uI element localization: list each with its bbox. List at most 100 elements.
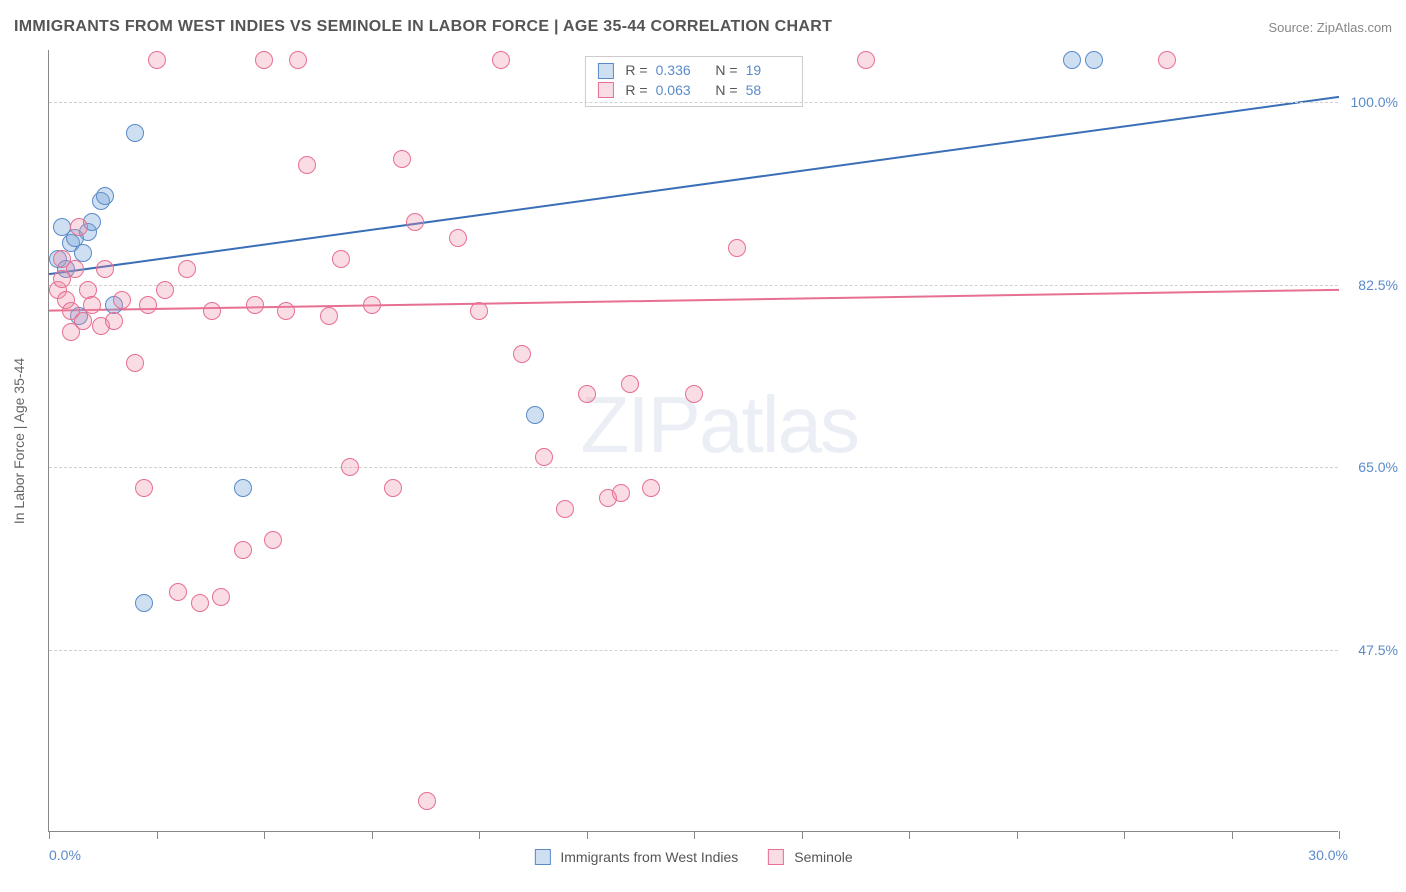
legend-label: Immigrants from West Indies (560, 849, 738, 865)
scatter-point (135, 479, 153, 497)
scatter-point (332, 250, 350, 268)
scatter-point (126, 124, 144, 142)
x-tick (802, 831, 803, 839)
scatter-point (685, 385, 703, 403)
x-tick (1232, 831, 1233, 839)
x-tick (49, 831, 50, 839)
scatter-point (513, 345, 531, 363)
scatter-point (135, 594, 153, 612)
chart-title: IMMIGRANTS FROM WEST INDIES VS SEMINOLE … (14, 18, 832, 36)
scatter-point (105, 312, 123, 330)
stat-r-value: 0.336 (656, 61, 700, 81)
scatter-point (212, 588, 230, 606)
scatter-point (139, 296, 157, 314)
y-tick-label: 100.0% (1343, 94, 1398, 110)
scatter-point (1085, 51, 1103, 69)
x-min-label: 0.0% (49, 847, 81, 863)
x-max-label: 30.0% (1308, 847, 1348, 863)
scatter-point (246, 296, 264, 314)
scatter-point (535, 448, 553, 466)
scatter-point (384, 479, 402, 497)
stat-r-value: 0.063 (656, 81, 700, 101)
stats-row: R = 0.063 N = 58 (597, 81, 789, 101)
scatter-point (341, 458, 359, 476)
scatter-point (83, 296, 101, 314)
scatter-point (264, 531, 282, 549)
scatter-point (126, 354, 144, 372)
scatter-point (556, 500, 574, 518)
x-tick (587, 831, 588, 839)
x-tick (694, 831, 695, 839)
y-tick-label: 47.5% (1343, 642, 1398, 658)
scatter-point (393, 150, 411, 168)
y-axis-label: In Labor Force | Age 35-44 (11, 357, 27, 523)
chart-source: Source: ZipAtlas.com (1268, 20, 1392, 35)
scatter-point (470, 302, 488, 320)
stat-n-value: 19 (746, 61, 790, 81)
trend-lines-svg (49, 50, 1339, 832)
scatter-point (492, 51, 510, 69)
scatter-point (1158, 51, 1176, 69)
scatter-point (234, 479, 252, 497)
x-tick (157, 831, 158, 839)
scatter-point (169, 583, 187, 601)
x-tick (372, 831, 373, 839)
legend-label: Seminole (794, 849, 852, 865)
scatter-point (621, 375, 639, 393)
stat-n-label: N = (708, 81, 738, 101)
scatter-point (289, 51, 307, 69)
scatter-point (449, 229, 467, 247)
grid-line (49, 467, 1338, 468)
legend-swatch (597, 63, 613, 79)
scatter-point (178, 260, 196, 278)
stats-row: R = 0.336 N = 19 (597, 61, 789, 81)
scatter-point (578, 385, 596, 403)
scatter-point (66, 260, 84, 278)
scatter-point (612, 484, 630, 502)
scatter-point (74, 312, 92, 330)
scatter-point (277, 302, 295, 320)
stat-r-label: R = (625, 61, 647, 81)
trend-line (49, 97, 1339, 274)
stat-n-label: N = (708, 61, 738, 81)
scatter-point (191, 594, 209, 612)
scatter-point (728, 239, 746, 257)
x-tick (1124, 831, 1125, 839)
legend-item: Immigrants from West Indies (534, 849, 738, 865)
bottom-legend: Immigrants from West Indies Seminole (534, 849, 852, 865)
scatter-point (406, 213, 424, 231)
legend-swatch (597, 82, 613, 98)
scatter-point (148, 51, 166, 69)
x-tick (264, 831, 265, 839)
scatter-point (418, 792, 436, 810)
x-tick (1017, 831, 1018, 839)
scatter-point (96, 260, 114, 278)
scatter-point (298, 156, 316, 174)
scatter-point (96, 187, 114, 205)
scatter-point (113, 291, 131, 309)
scatter-point (156, 281, 174, 299)
stat-r-label: R = (625, 81, 647, 101)
x-tick (1339, 831, 1340, 839)
scatter-point (526, 406, 544, 424)
trend-line (49, 290, 1339, 311)
y-tick-label: 65.0% (1343, 459, 1398, 475)
scatter-point (363, 296, 381, 314)
grid-line (49, 102, 1338, 103)
scatter-point (857, 51, 875, 69)
scatter-point (255, 51, 273, 69)
stat-n-value: 58 (746, 81, 790, 101)
scatter-point (320, 307, 338, 325)
scatter-point (642, 479, 660, 497)
scatter-point (203, 302, 221, 320)
stats-box: R = 0.336 N = 19R = 0.063 N = 58 (584, 56, 802, 107)
x-tick (479, 831, 480, 839)
chart-container: IMMIGRANTS FROM WEST INDIES VS SEMINOLE … (0, 0, 1406, 892)
x-tick (909, 831, 910, 839)
grid-line (49, 650, 1338, 651)
scatter-point (70, 218, 88, 236)
plot-area: In Labor Force | Age 35-44 ZIPatlas R = … (48, 50, 1338, 832)
scatter-point (1063, 51, 1081, 69)
legend-item: Seminole (768, 849, 852, 865)
legend-swatch (534, 849, 550, 865)
